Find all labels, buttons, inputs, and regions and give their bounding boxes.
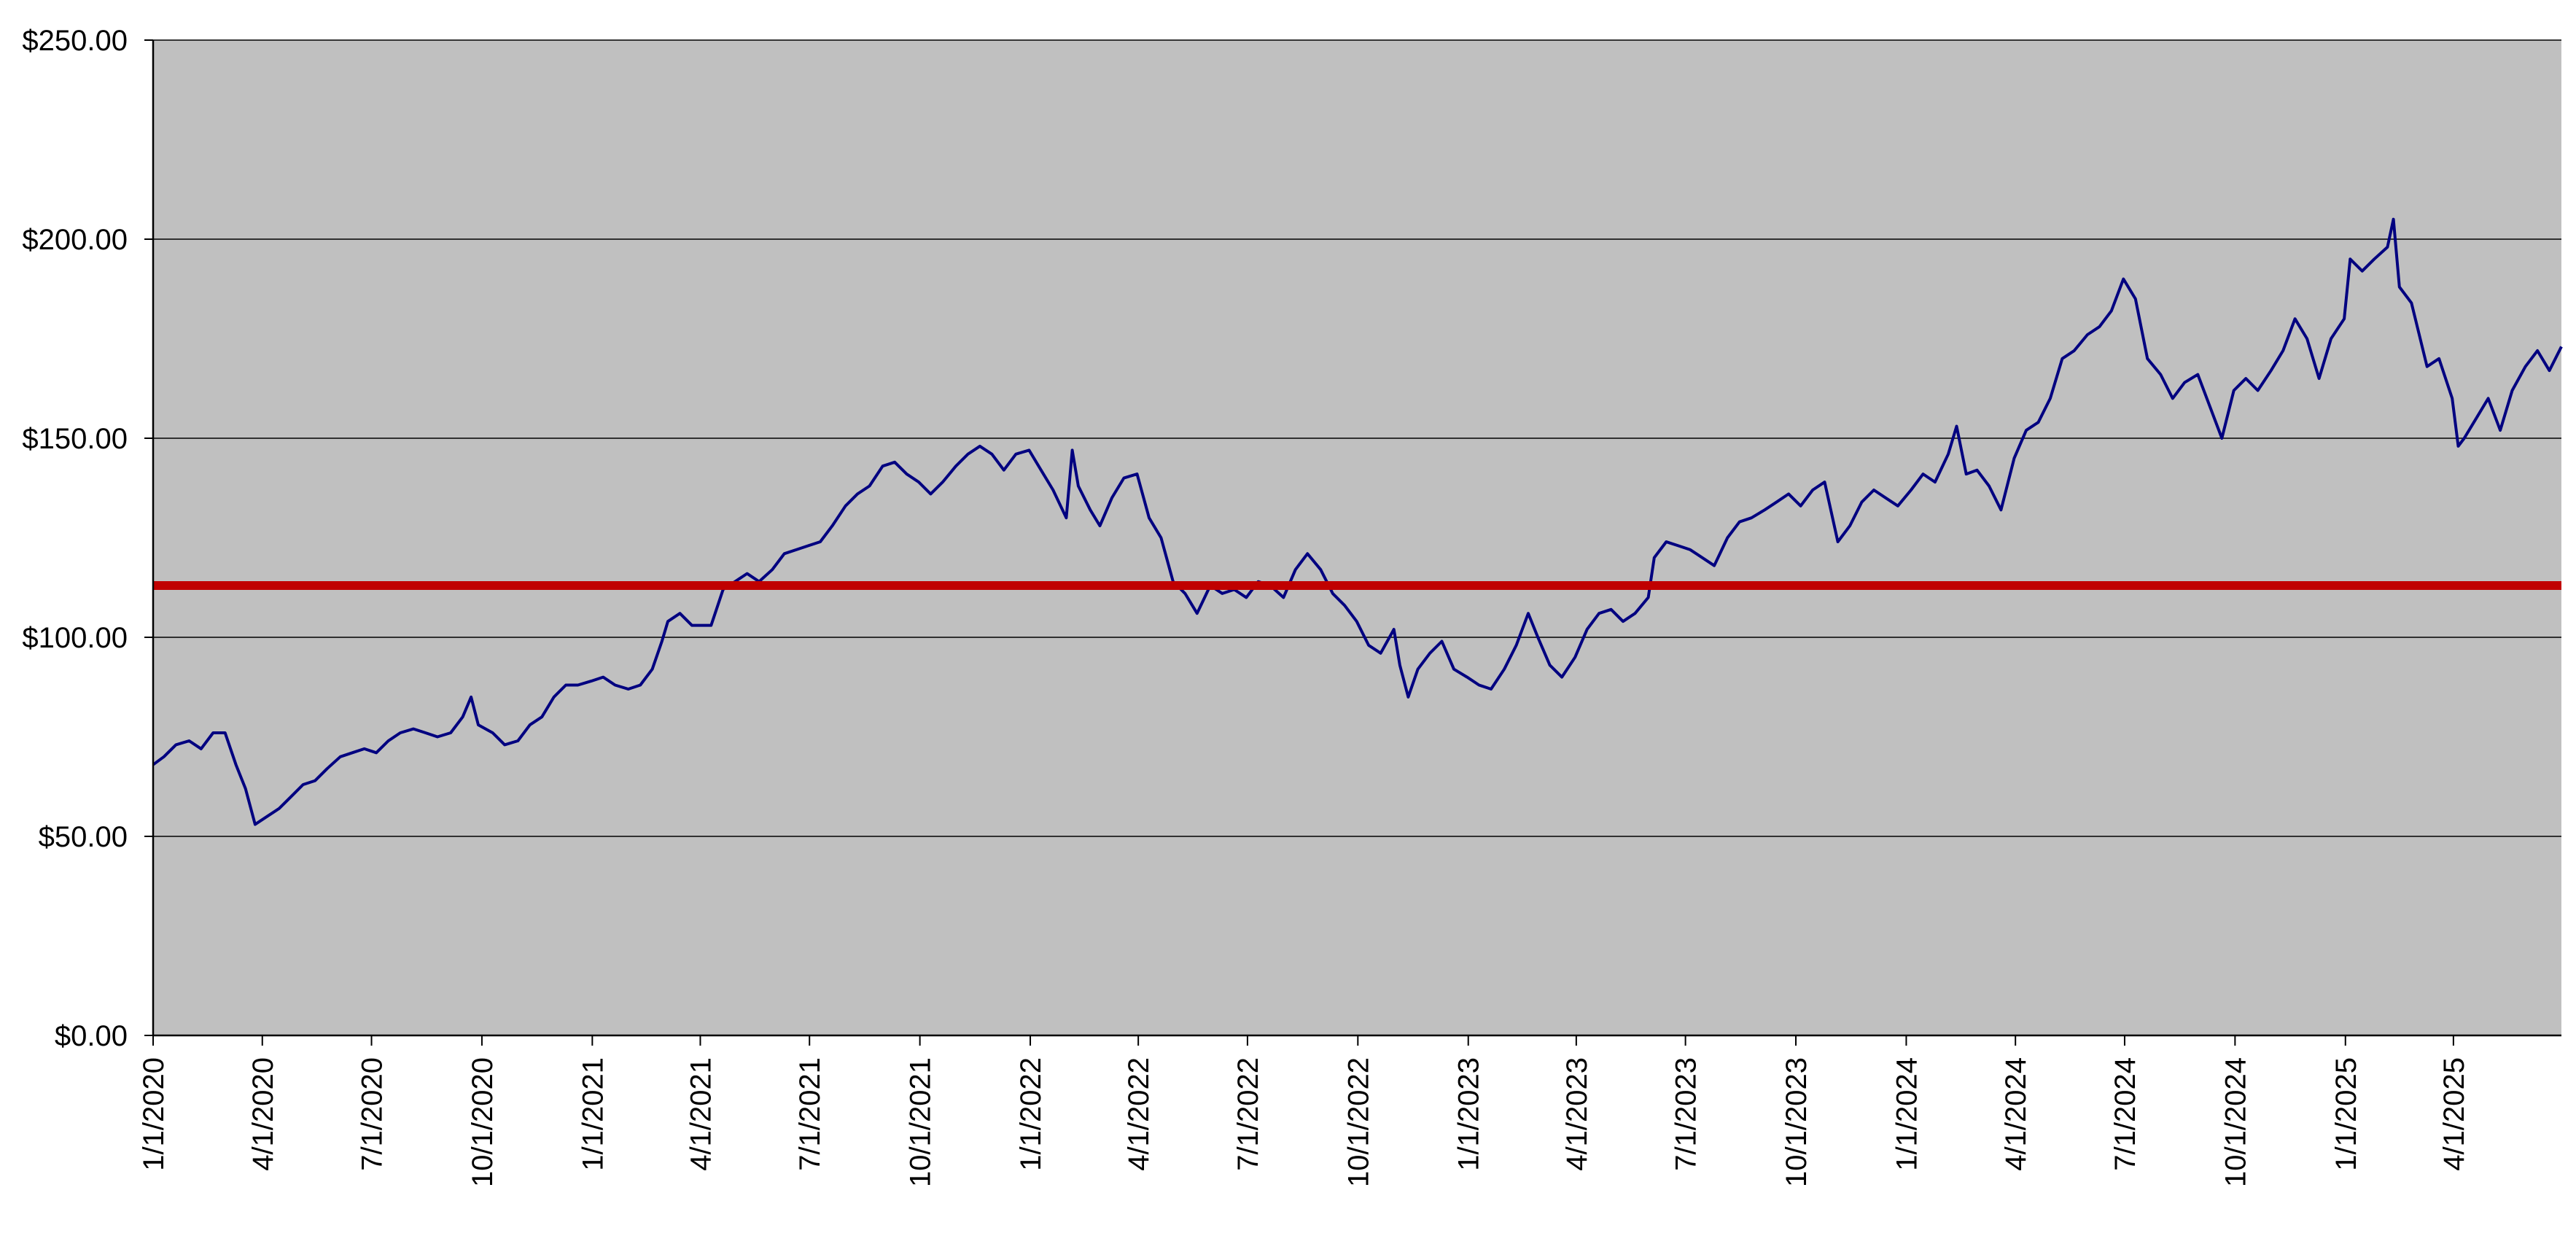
y-tick-label-4: $200.00 xyxy=(22,224,128,256)
x-tick-label-6: 7/1/2021 xyxy=(794,1057,826,1171)
y-tick-label-0: $0.00 xyxy=(55,1020,128,1052)
x-tick-label-8: 1/1/2022 xyxy=(1015,1057,1047,1171)
plot-area xyxy=(153,40,2561,1035)
x-tick-label-3: 10/1/2020 xyxy=(467,1057,499,1187)
series-lines xyxy=(152,217,2563,826)
x-tick-label-18: 7/1/2024 xyxy=(2109,1057,2141,1171)
x-tick-label-5: 4/1/2021 xyxy=(685,1057,717,1171)
x-tick-label-13: 4/1/2023 xyxy=(1561,1057,1593,1171)
x-tick-label-0: 1/1/2020 xyxy=(138,1057,170,1171)
x-tick-label-15: 10/1/2023 xyxy=(1781,1057,1813,1187)
x-tick-label-21: 4/1/2025 xyxy=(2438,1057,2470,1171)
y-axis-tick-labels: $0.00 $50.00 $100.00 $150.00 $200.00 $250.00 xyxy=(22,25,128,1052)
x-tick-label-4: 1/1/2021 xyxy=(577,1057,609,1171)
x-tick-label-19: 10/1/2024 xyxy=(2219,1057,2252,1187)
y-tick-label-3: $150.00 xyxy=(22,423,128,455)
y-tick-label-2: $100.00 xyxy=(22,622,128,654)
x-tick-label-20: 1/1/2025 xyxy=(2330,1057,2362,1171)
x-tick-label-14: 7/1/2023 xyxy=(1670,1057,1703,1171)
x-tick-label-10: 7/1/2022 xyxy=(1232,1057,1264,1171)
series-line-0 xyxy=(152,217,2563,826)
x-tick-label-9: 4/1/2022 xyxy=(1123,1057,1155,1171)
x-tick-label-11: 10/1/2022 xyxy=(1342,1057,1374,1187)
x-axis-tick-labels: 1/1/2020 4/1/2020 7/1/2020 10/1/2020 1/1/202… xyxy=(138,1057,2470,1187)
x-tick-label-17: 4/1/2024 xyxy=(2000,1057,2032,1171)
x-tick-label-16: 1/1/2024 xyxy=(1891,1057,1923,1171)
y-tick-label-1: $50.00 xyxy=(39,821,128,853)
x-tick-label-12: 1/1/2023 xyxy=(1453,1057,1485,1171)
x-tick-label-7: 10/1/2021 xyxy=(905,1057,937,1187)
axes xyxy=(144,39,2561,1046)
x-tick-label-1: 4/1/2020 xyxy=(247,1057,279,1171)
x-tick-label-2: 7/1/2020 xyxy=(357,1057,389,1171)
y-tick-label-5: $250.00 xyxy=(22,25,128,57)
